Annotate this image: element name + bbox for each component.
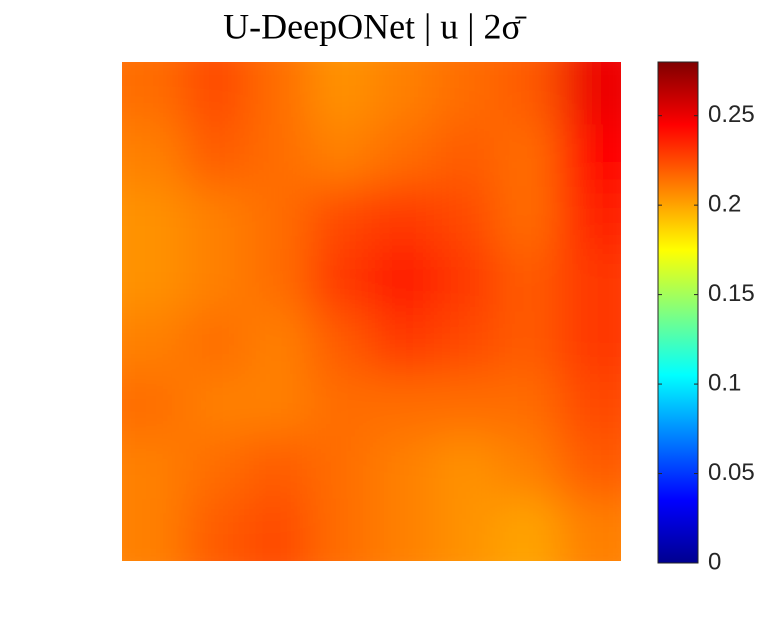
chart-title: U-DeepONet | u | 2σ̄: [223, 6, 527, 46]
field-cell: [309, 249, 372, 312]
field-cell: [496, 498, 560, 561]
field-cell: [558, 311, 621, 375]
field-cell: [309, 186, 372, 250]
field-cell: [433, 436, 497, 500]
field-cell: [371, 373, 435, 437]
field-cell: [433, 249, 497, 312]
field-cell: [309, 62, 372, 125]
field-cell: [496, 249, 560, 312]
field-cell: [371, 249, 435, 312]
field-cell: [371, 436, 435, 500]
field-cell: [496, 62, 560, 125]
field-cell: [122, 62, 185, 125]
field-cell: [246, 373, 310, 437]
field-cell: [496, 436, 560, 500]
field-cell: [309, 373, 372, 437]
field-cell: [433, 186, 497, 250]
field-cell: [558, 373, 621, 437]
field-cell: [558, 498, 621, 561]
colorbar-tick-label: 0.25: [708, 101, 755, 128]
field-cell: [309, 124, 372, 188]
field-cell: [433, 311, 497, 375]
field-cell: [309, 498, 372, 561]
field-cell: [558, 249, 621, 312]
field-cell: [558, 436, 621, 500]
field-cell: [184, 436, 248, 500]
field-cell: [122, 311, 185, 375]
field-cell: [184, 498, 248, 561]
field-cell: [433, 124, 497, 188]
field-cell: [496, 373, 560, 437]
field-cell: [309, 311, 372, 375]
field-cell: [184, 62, 248, 125]
field-cell: [184, 249, 248, 312]
field-cell: [433, 62, 497, 125]
field-cell: [309, 436, 372, 500]
field-cell: [122, 373, 185, 437]
field-cell: [371, 62, 435, 125]
colorbar-tick-label: 0.1: [708, 369, 741, 396]
colorbar: [657, 61, 699, 564]
field-cell: [122, 124, 185, 188]
colorbar-tick-label: 0.2: [708, 190, 741, 217]
field-cell: [496, 186, 560, 250]
field-cell: [246, 62, 310, 125]
colorbar-tick-label: 0: [708, 548, 721, 575]
field: [122, 62, 621, 561]
field-cell: [122, 249, 185, 312]
field-cell: [433, 498, 497, 561]
field-cell: [122, 186, 185, 250]
field-cell: [184, 186, 248, 250]
field-cell: [558, 124, 621, 188]
field-cell: [184, 311, 248, 375]
field-cell: [246, 498, 310, 561]
field-cell: [558, 62, 621, 125]
field-cell: [184, 373, 248, 437]
field-cell: [246, 124, 310, 188]
field-cell: [184, 124, 248, 188]
field-cell: [558, 186, 621, 250]
field-cell: [371, 186, 435, 250]
field-cell: [496, 124, 560, 188]
field-cell: [246, 436, 310, 500]
field-cell: [496, 311, 560, 375]
field-cell: [371, 311, 435, 375]
cells: [122, 62, 621, 561]
field-cell: [433, 373, 497, 437]
field-cell: [246, 186, 310, 250]
field-cell: [122, 498, 185, 561]
field-cell: [371, 124, 435, 188]
field-cell: [246, 249, 310, 312]
field-cell: [371, 498, 435, 561]
colorbar-tick-label: 0.05: [708, 459, 755, 486]
colorbar-tick-label: 0.15: [708, 280, 755, 307]
field-cell: [246, 311, 310, 375]
field-cell: [122, 436, 185, 500]
